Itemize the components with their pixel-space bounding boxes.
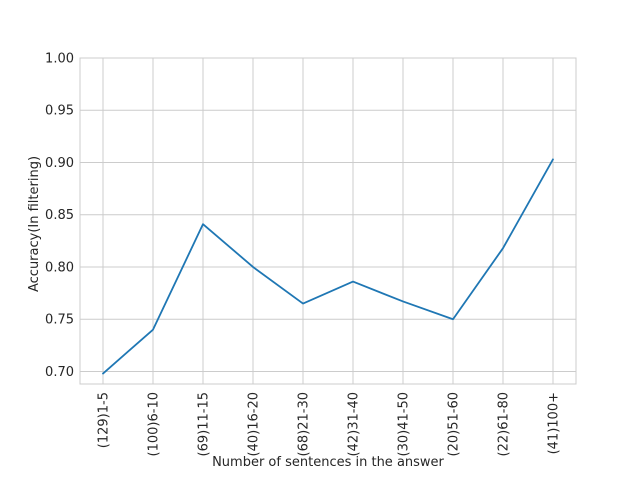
y-tick-labels: 0.70 0.75 0.80 0.85 0.90 0.95 1.00 bbox=[45, 52, 74, 380]
y-tick-label: 0.95 bbox=[45, 104, 74, 119]
y-axis-label: Accuracy(In filtering) bbox=[27, 156, 42, 292]
y-tick-label: 0.85 bbox=[45, 208, 74, 223]
series-line bbox=[102, 158, 554, 375]
grid bbox=[80, 57, 576, 384]
y-tick-label: 0.70 bbox=[45, 365, 74, 380]
series-layer bbox=[102, 158, 554, 375]
x-axis-label: Number of sentences in the answer bbox=[212, 455, 444, 470]
x-tick-labels: (129)1-5 (100)6-10 (69)11-15 (40)16-20 (68)2… bbox=[97, 392, 562, 456]
y-tick-label: 1.00 bbox=[45, 52, 74, 67]
x-tick-label: (100)6-10 bbox=[147, 392, 162, 456]
x-tick-label: (22)61-80 bbox=[497, 392, 512, 456]
x-tick-label: (40)16-20 bbox=[247, 392, 262, 456]
x-tick-label: (30)41-50 bbox=[397, 392, 412, 456]
x-tick-label: (129)1-5 bbox=[97, 392, 112, 448]
x-tick-label: (69)11-15 bbox=[197, 392, 212, 456]
x-tick-label: (68)21-30 bbox=[297, 392, 312, 456]
y-tick-label: 0.80 bbox=[45, 260, 74, 275]
x-tick-label: (41)100+ bbox=[547, 392, 562, 454]
plot-frame bbox=[79, 57, 577, 385]
x-tick-label: (42)31-40 bbox=[347, 392, 362, 456]
y-tick-label: 0.75 bbox=[45, 313, 74, 328]
x-tick-label: (20)51-60 bbox=[447, 392, 462, 456]
y-tick-label: 0.90 bbox=[45, 156, 74, 171]
